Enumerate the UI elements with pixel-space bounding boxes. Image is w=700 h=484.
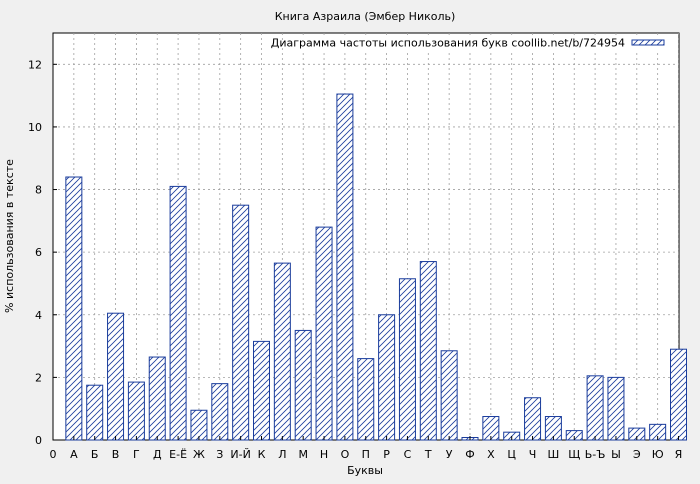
- bar-И-Й: [232, 204, 250, 441]
- bar-З: [211, 383, 229, 441]
- x-tick-label: Г: [133, 448, 140, 461]
- x-tick-label: Л: [278, 448, 286, 461]
- bar-Ч: [524, 397, 542, 441]
- x-tick-label: Б: [91, 448, 99, 461]
- legend-background: [283, 35, 677, 51]
- y-axis-label: % использования в тексте: [3, 159, 16, 313]
- x-tick-label: Ж: [193, 448, 205, 461]
- bar-Б: [86, 384, 104, 441]
- legend-swatch: [631, 39, 665, 46]
- bar-М: [294, 329, 312, 441]
- grid-lines: [53, 33, 679, 440]
- x-tick-label: Ь-Ъ: [585, 448, 606, 461]
- bar-О: [336, 93, 354, 441]
- x-tick-label: А: [70, 448, 78, 461]
- x-tick-label: В: [112, 448, 120, 461]
- x-tick-label: Щ: [568, 448, 580, 461]
- bar-Я: [670, 348, 687, 441]
- x-tick-label: С: [404, 448, 412, 461]
- x-tick-label: Ц: [507, 448, 516, 461]
- x-tick-label: Ы: [611, 448, 621, 461]
- y-tick-label: 2: [35, 371, 42, 384]
- x-tick-label: Е-Ё: [169, 448, 187, 461]
- x-tick-label: Н: [320, 448, 328, 461]
- bar-В: [107, 312, 125, 441]
- x-tick-label: 0: [50, 448, 57, 461]
- x-tick-label: Ф: [465, 448, 474, 461]
- y-tick-label: 12: [28, 58, 42, 71]
- x-tick-label: Х: [487, 448, 495, 461]
- bar-Р: [378, 314, 396, 441]
- y-tick-label: 6: [35, 246, 42, 259]
- x-tick-label: З: [216, 448, 223, 461]
- bar-Л: [273, 262, 291, 441]
- bar-Д: [148, 356, 166, 441]
- bars: [65, 93, 687, 441]
- x-tick-label: О: [341, 448, 350, 461]
- legend-label: Диаграмма частоты использования букв coo…: [271, 37, 625, 50]
- x-tick-label: Ю: [652, 448, 664, 461]
- bar-Ы: [607, 376, 625, 441]
- bar-С: [398, 278, 416, 441]
- chart-title: Книга Азраила (Эмбер Николь): [275, 10, 456, 23]
- x-tick-label: Я: [675, 448, 683, 461]
- bar-К: [253, 340, 270, 441]
- bar-П: [357, 358, 375, 441]
- x-tick-label: Ч: [529, 448, 537, 461]
- bar-Г: [127, 381, 145, 441]
- x-tick-label: М: [298, 448, 308, 461]
- bar-У: [440, 350, 458, 441]
- x-tick-label: Т: [424, 448, 432, 461]
- bar-Е-Ё: [169, 185, 187, 441]
- x-tick-label: У: [446, 448, 453, 461]
- bar-Ь-Ъ: [586, 375, 604, 441]
- bar-А: [65, 176, 83, 441]
- bar-Н: [315, 226, 333, 441]
- x-tick-label: Р: [383, 448, 390, 461]
- x-tick-label: П: [362, 448, 370, 461]
- y-tick-label: 4: [35, 309, 42, 322]
- x-tick-label: Д: [153, 448, 162, 461]
- y-tick-label: 0: [35, 434, 42, 447]
- y-tick-label: 10: [28, 121, 42, 134]
- x-tick-label: Э: [633, 448, 641, 461]
- bar-Т: [419, 261, 437, 441]
- legend: Диаграмма частоты использования букв coo…: [271, 35, 677, 51]
- x-tick-label: К: [258, 448, 266, 461]
- y-tick-label: 8: [35, 184, 42, 197]
- bar-Ж: [190, 409, 208, 441]
- x-axis-label: Буквы: [347, 464, 383, 477]
- x-tick-label: И-Й: [230, 448, 250, 461]
- x-tick-label: Ш: [548, 448, 560, 461]
